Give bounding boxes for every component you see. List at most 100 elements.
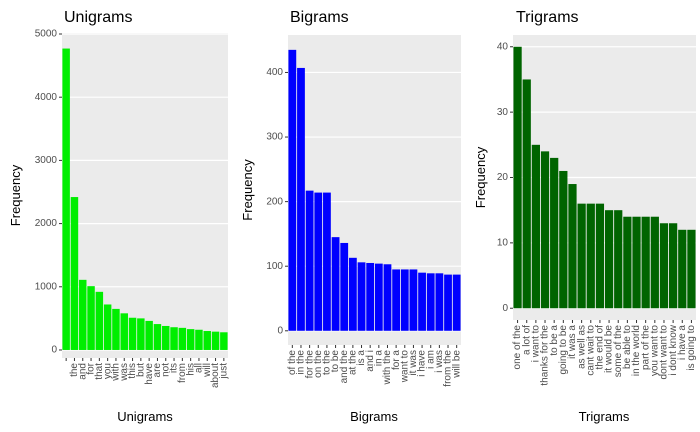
bar (577, 203, 586, 309)
x-axis-title: Trigrams (579, 409, 630, 424)
bar (112, 308, 120, 350)
bar (435, 273, 444, 331)
x-tick-label: but (135, 363, 146, 377)
bar (331, 237, 340, 331)
x-tick-label: and (77, 363, 88, 380)
x-tick-label: in the (296, 350, 307, 375)
x-tick-label: i dont know (668, 324, 679, 375)
x-tick-label: in the world (631, 325, 642, 376)
x-tick-label: a lot of (521, 325, 532, 355)
x-tick-label: some of the (613, 325, 624, 378)
x-tick-label: i am (425, 350, 436, 369)
x-tick-label: not (160, 363, 171, 377)
x-tick-label: this (127, 363, 138, 379)
x-tick-label: cant wait to (585, 325, 596, 376)
plot-background (288, 35, 461, 345)
x-tick-label: was (119, 363, 130, 382)
x-tick-label: his (185, 363, 196, 376)
bar (145, 320, 153, 350)
y-tick-label: 100 (266, 261, 283, 272)
y-tick-label: 4000 (35, 92, 58, 103)
x-tick-label: be able to (622, 325, 633, 369)
bar (418, 272, 426, 331)
bar (70, 197, 79, 350)
x-tick-label: dont want to (659, 325, 670, 380)
x-tick-label: all (194, 363, 205, 373)
x-tick-label: will be (451, 350, 462, 379)
bar (687, 229, 696, 309)
x-tick-label: with (111, 363, 122, 382)
y-tick-label: 0 (51, 345, 57, 356)
bar (568, 184, 577, 309)
y-tick-label: 200 (266, 196, 283, 207)
bar (669, 223, 678, 309)
bar (297, 67, 305, 331)
bar (366, 262, 375, 331)
bar (170, 327, 178, 350)
x-tick-label: about (210, 363, 221, 388)
bar (340, 242, 349, 331)
y-axis-title: Frequency (240, 159, 255, 221)
x-tick-label: just (218, 363, 229, 380)
x-tick-label: it would be (604, 325, 615, 373)
y-tick-label: 20 (497, 172, 509, 183)
bar (79, 279, 87, 350)
bar (62, 48, 70, 350)
bar (522, 79, 531, 309)
x-tick-label: for (86, 362, 97, 374)
bar (103, 304, 112, 350)
x-tick-label: from (177, 363, 188, 383)
y-tick-label: 300 (266, 132, 283, 143)
bar (550, 157, 559, 309)
y-axis-title: Frequency (473, 146, 488, 208)
y-tick-label: 400 (266, 67, 283, 78)
bar (314, 192, 323, 331)
x-tick-label: is going to (686, 325, 697, 371)
bar (323, 192, 331, 331)
y-axis-title: Frequency (8, 164, 23, 226)
bar (137, 318, 145, 350)
bar (604, 210, 614, 309)
y-tick-label: 3000 (35, 155, 58, 166)
x-tick-label: for the (304, 350, 315, 379)
y-tick-label: 2000 (35, 218, 58, 229)
bar (623, 216, 632, 309)
plot-background (62, 33, 228, 358)
x-tick-label: to the (322, 350, 333, 375)
y-tick-label: 5000 (35, 29, 58, 40)
x-tick-label: you (102, 363, 113, 379)
bar (348, 257, 357, 331)
bar (586, 203, 595, 309)
bar (374, 263, 383, 331)
x-tick-label: will (202, 363, 213, 378)
x-tick-label: the end of (595, 325, 606, 370)
y-tick-label: 10 (497, 238, 509, 249)
bar (288, 49, 297, 331)
x-tick-label: in a (373, 350, 384, 367)
bar (383, 264, 392, 331)
bar (595, 203, 605, 309)
x-tick-label: it was a (567, 325, 578, 359)
bar (220, 332, 228, 350)
bar (203, 331, 211, 350)
x-tick-label: on the (313, 350, 324, 378)
bar (120, 313, 128, 350)
x-tick-label: with the (382, 350, 393, 386)
x-tick-label: part of the (640, 325, 651, 370)
x-axis-title: Unigrams (117, 409, 173, 424)
bar (678, 229, 687, 309)
x-tick-label: the (69, 363, 80, 377)
x-tick-label: thanks for the (540, 325, 551, 386)
x-tick-label: to be a (549, 325, 560, 356)
bar (95, 291, 104, 350)
bar (211, 331, 220, 350)
x-tick-label: from the (443, 350, 454, 387)
x-tick-label: at the (348, 350, 359, 375)
x-tick-label: as well as (576, 325, 587, 369)
bar (153, 324, 162, 350)
x-tick-label: one of the (512, 325, 523, 370)
x-tick-label: you want to (649, 325, 660, 377)
bar (444, 274, 452, 331)
bar (392, 269, 401, 331)
bar (305, 190, 314, 331)
